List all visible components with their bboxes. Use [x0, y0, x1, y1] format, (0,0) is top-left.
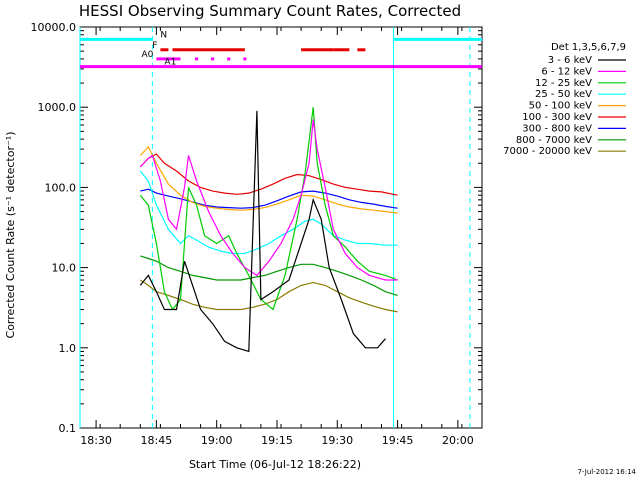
- y-tick-label: 10.0: [52, 262, 77, 275]
- flag-dot-a0: [227, 57, 231, 61]
- legend-entry-label: 800 - 7000 keV: [516, 135, 592, 146]
- series-line: [140, 188, 398, 209]
- flag-label-a1: A1: [164, 58, 176, 68]
- plot-frame: [79, 26, 483, 429]
- x-tick-label: 19:15: [261, 434, 293, 447]
- flag-dot-a0: [243, 57, 247, 61]
- x-tick-label: 18:30: [80, 434, 112, 447]
- legend-entry-label: 25 - 50 keV: [535, 89, 592, 100]
- y-tick-label: 1.0: [59, 342, 77, 355]
- x-tick-label: 19:30: [321, 434, 353, 447]
- y-tick-label: 100.0: [45, 181, 77, 194]
- flag-dot-a0: [195, 57, 199, 61]
- series-line: [140, 255, 398, 296]
- x-tick-label: 19:45: [382, 434, 414, 447]
- plot-area: 18:30 18:45 19:00 19:15 19:30 19:45 20:00 0.1 1.…: [31, 21, 483, 447]
- series-line: [139, 153, 398, 196]
- series-line: [139, 145, 398, 214]
- series-line: [139, 279, 398, 313]
- legend-entry-label: 6 - 12 keV: [541, 66, 592, 77]
- series-line: [139, 170, 398, 255]
- x-axis-label: Start Time (06-Jul-12 18:26:22): [189, 458, 361, 471]
- y-tick-label: 1000.0: [38, 101, 77, 114]
- flag-label-a0: A0: [141, 50, 153, 60]
- legend-title: Det 1,3,5,6,7,9: [551, 42, 626, 53]
- legend-entry-label: 100 - 300 keV: [522, 112, 592, 123]
- y-tick-label: 10000.0: [31, 21, 77, 34]
- legend-entry-label: 50 - 100 keV: [529, 101, 593, 112]
- legend-entry-label: 3 - 6 keV: [548, 55, 592, 66]
- flag-label-n: N: [160, 30, 167, 40]
- x-tick-label: 18:45: [141, 434, 173, 447]
- chart-title: HESSI Observing Summary Count Rates, Cor…: [79, 2, 461, 20]
- series-line: [139, 110, 386, 353]
- y-axis-label: Corrected Count Rate (s⁻¹ detector⁻¹): [4, 132, 17, 339]
- flag-dot-a0: [211, 57, 215, 61]
- legend-entry-label: 12 - 25 keV: [535, 78, 592, 89]
- series-line: [139, 119, 398, 281]
- legend-entry-label: 7000 - 20000 keV: [503, 146, 592, 157]
- legend-entry-label: 300 - 800 keV: [522, 123, 592, 134]
- flag-label-f: F: [152, 41, 157, 51]
- y-tick-label: 0.1: [59, 422, 77, 435]
- x-tick-label: 19:00: [201, 434, 233, 447]
- footer-date: 7-Jul-2012 16:14: [577, 468, 636, 476]
- x-tick-label: 20:00: [442, 434, 474, 447]
